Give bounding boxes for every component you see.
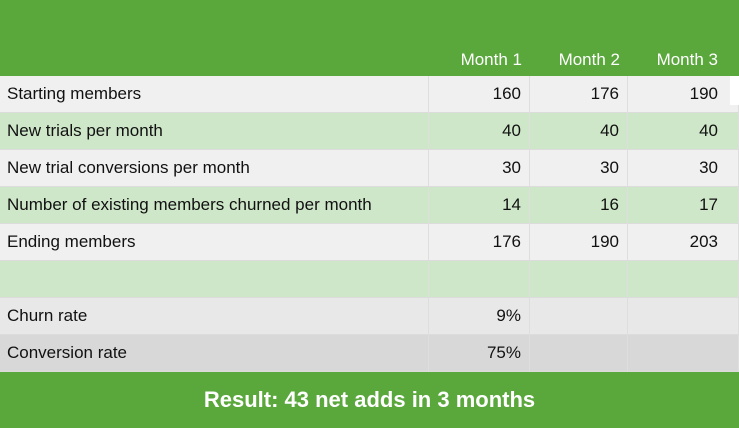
- table-row: Starting members 160 176 190: [0, 76, 739, 113]
- cell-month-2[interactable]: 190: [530, 224, 628, 260]
- cell-month-1[interactable]: 75%: [429, 335, 530, 371]
- table-row: Ending members 176 190 203: [0, 224, 739, 261]
- cell-month-3[interactable]: [628, 335, 739, 371]
- table-row: Churn rate 9%: [0, 298, 739, 335]
- cell-month-3[interactable]: 190: [628, 76, 739, 112]
- cell-month-3[interactable]: 17: [628, 187, 739, 223]
- row-label[interactable]: Ending members: [0, 224, 429, 260]
- cell-month-1[interactable]: 9%: [429, 298, 530, 334]
- cell-month-1[interactable]: [429, 261, 530, 297]
- cell-month-3[interactable]: 40: [628, 113, 739, 149]
- table-row: New trial conversions per month 30 30 30: [0, 150, 739, 187]
- cell-month-2[interactable]: [530, 261, 628, 297]
- table-header: Month 1 Month 2 Month 3: [0, 0, 739, 76]
- row-label[interactable]: Number of existing members churned per m…: [0, 187, 429, 223]
- table-row: Conversion rate 75%: [0, 335, 739, 372]
- cell-month-2[interactable]: [530, 335, 628, 371]
- cell-month-3[interactable]: [628, 261, 739, 297]
- cell-edge: [730, 76, 739, 105]
- cell-month-3[interactable]: [628, 298, 739, 334]
- cell-month-2[interactable]: 30: [530, 150, 628, 186]
- cell-month-1[interactable]: 30: [429, 150, 530, 186]
- cell-month-1[interactable]: 176: [429, 224, 530, 260]
- cell-month-1[interactable]: 40: [429, 113, 530, 149]
- cell-month-2[interactable]: 176: [530, 76, 628, 112]
- cell-month-3[interactable]: 30: [628, 150, 739, 186]
- cell-month-2[interactable]: 40: [530, 113, 628, 149]
- column-header-month-3: Month 3: [656, 50, 718, 69]
- row-label[interactable]: New trial conversions per month: [0, 150, 429, 186]
- membership-table: Starting members 160 176 190 New trials per …: [0, 76, 739, 372]
- row-label[interactable]: Starting members: [0, 76, 429, 112]
- cell-month-3[interactable]: 203: [628, 224, 739, 260]
- cell-month-2[interactable]: [530, 298, 628, 334]
- result-banner: Result: 43 net adds in 3 months: [203, 386, 536, 412]
- table-row: New trials per month 40 40 40: [0, 113, 739, 150]
- table-row: [0, 261, 739, 298]
- row-label[interactable]: Churn rate: [0, 298, 429, 334]
- table-row: Number of existing members churned per m…: [0, 187, 739, 224]
- row-label[interactable]: [0, 261, 429, 297]
- row-label[interactable]: New trials per month: [0, 113, 429, 149]
- cell-month-2[interactable]: 16: [530, 187, 628, 223]
- column-header-month-1: Month 1: [460, 50, 522, 69]
- column-header-month-2: Month 2: [558, 50, 620, 69]
- row-label[interactable]: Conversion rate: [0, 335, 429, 371]
- cell-month-1[interactable]: 160: [429, 76, 530, 112]
- cell-month-1[interactable]: 14: [429, 187, 530, 223]
